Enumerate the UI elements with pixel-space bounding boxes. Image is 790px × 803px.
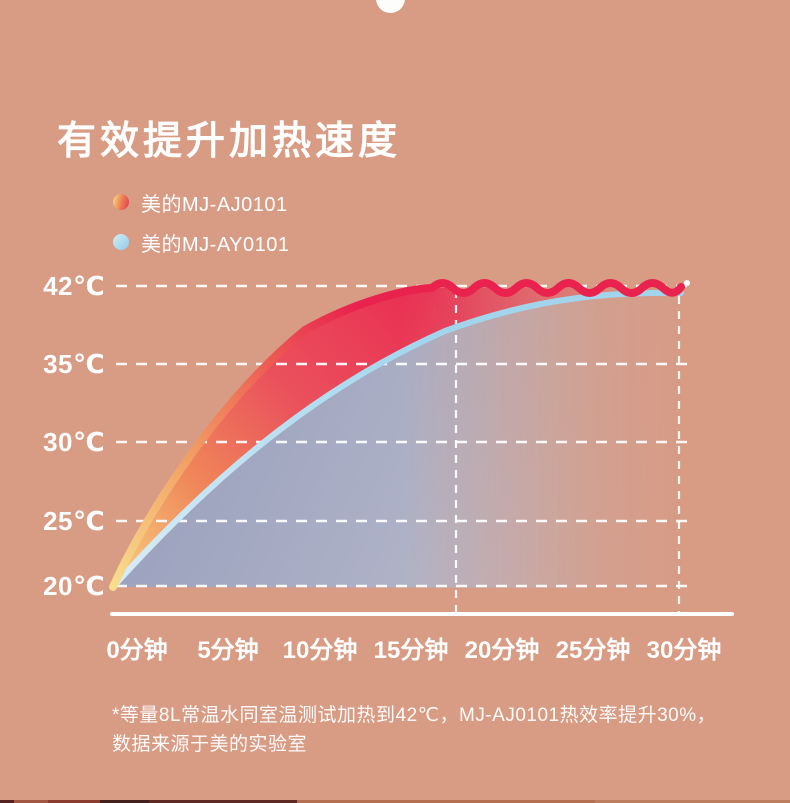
top-decorative-circle [376,0,405,13]
x-tick-5min: 5分钟 [197,637,259,664]
legend-item-aj0101: 美的MJ-AJ0101 [113,192,290,216]
chart-gridlines [116,284,689,612]
series-ay-line [110,289,684,590]
x-tick-25min: 25分钟 [555,637,631,664]
y-tick-30: 30℃ [43,427,105,457]
chart-legend: 美的MJ-AJ0101 美的MJ-AY0101 [113,192,290,272]
page-title: 有效提升加热速度 [57,120,402,164]
legend-marker-ay-icon [113,234,129,250]
x-tick-30min: 30分钟 [646,637,722,664]
series-ay-area [113,292,681,588]
legend-label-aj0101: 美的MJ-AJ0101 [141,193,288,216]
legend-label-ay0101: 美的MJ-AY0101 [141,233,290,256]
y-tick-20: 20℃ [43,571,105,601]
series-aj-line [109,279,685,591]
footnote-line-1: *等量8L常温水同室温测试加热到42℃，MJ-AJ0101热效率提升30%， [112,705,717,726]
series-aj-area [113,283,681,587]
x-axis-labels: 0分钟 5分钟 10分钟 15分钟 20分钟 25分钟 30分钟 [0,630,790,664]
y-tick-42: 42℃ [43,271,105,301]
footnote: *等量8L常温水同室温测试加热到42℃，MJ-AJ0101热效率提升30%， 数… [112,701,752,759]
peak-end-dot [684,280,690,286]
y-tick-35: 35℃ [43,349,105,379]
legend-marker-aj-icon [113,194,129,210]
x-tick-15min: 15分钟 [373,637,449,664]
legend-item-ay0101: 美的MJ-AY0101 [113,232,290,256]
x-tick-0min: 0分钟 [106,637,168,664]
x-tick-10min: 10分钟 [282,637,358,664]
x-tick-20min: 20分钟 [464,637,540,664]
y-tick-25: 25℃ [43,506,105,536]
footnote-line-2: 数据来源于美的实验室 [112,734,308,755]
next-section-edge [0,800,790,803]
